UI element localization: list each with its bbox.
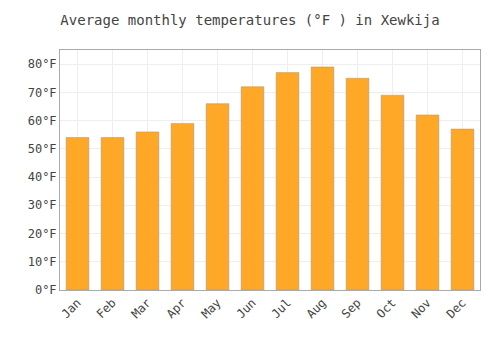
svg-text:May: May	[199, 296, 224, 321]
svg-text:Nov: Nov	[409, 296, 434, 321]
svg-text:Jun: Jun	[234, 296, 259, 321]
svg-text:50°F: 50°F	[28, 142, 57, 156]
svg-text:Average monthly temperatures (: Average monthly temperatures (°F ) in Xe…	[60, 12, 439, 28]
svg-text:Feb: Feb	[94, 296, 119, 321]
svg-text:10°F: 10°F	[28, 255, 57, 269]
svg-text:Mar: Mar	[129, 296, 154, 321]
svg-text:Apr: Apr	[164, 296, 189, 321]
svg-text:30°F: 30°F	[28, 198, 57, 212]
svg-text:Jan: Jan	[59, 296, 84, 321]
svg-text:Jul: Jul	[269, 296, 294, 321]
svg-text:60°F: 60°F	[28, 114, 57, 128]
svg-text:Aug: Aug	[304, 296, 329, 321]
svg-text:Dec: Dec	[444, 296, 469, 321]
svg-text:0°F: 0°F	[35, 283, 57, 297]
svg-text:80°F: 80°F	[28, 57, 57, 71]
svg-text:40°F: 40°F	[28, 170, 57, 184]
svg-text:Oct: Oct	[374, 296, 399, 321]
svg-text:70°F: 70°F	[28, 86, 57, 100]
svg-text:20°F: 20°F	[28, 227, 57, 241]
svg-text:Sep: Sep	[339, 296, 364, 321]
